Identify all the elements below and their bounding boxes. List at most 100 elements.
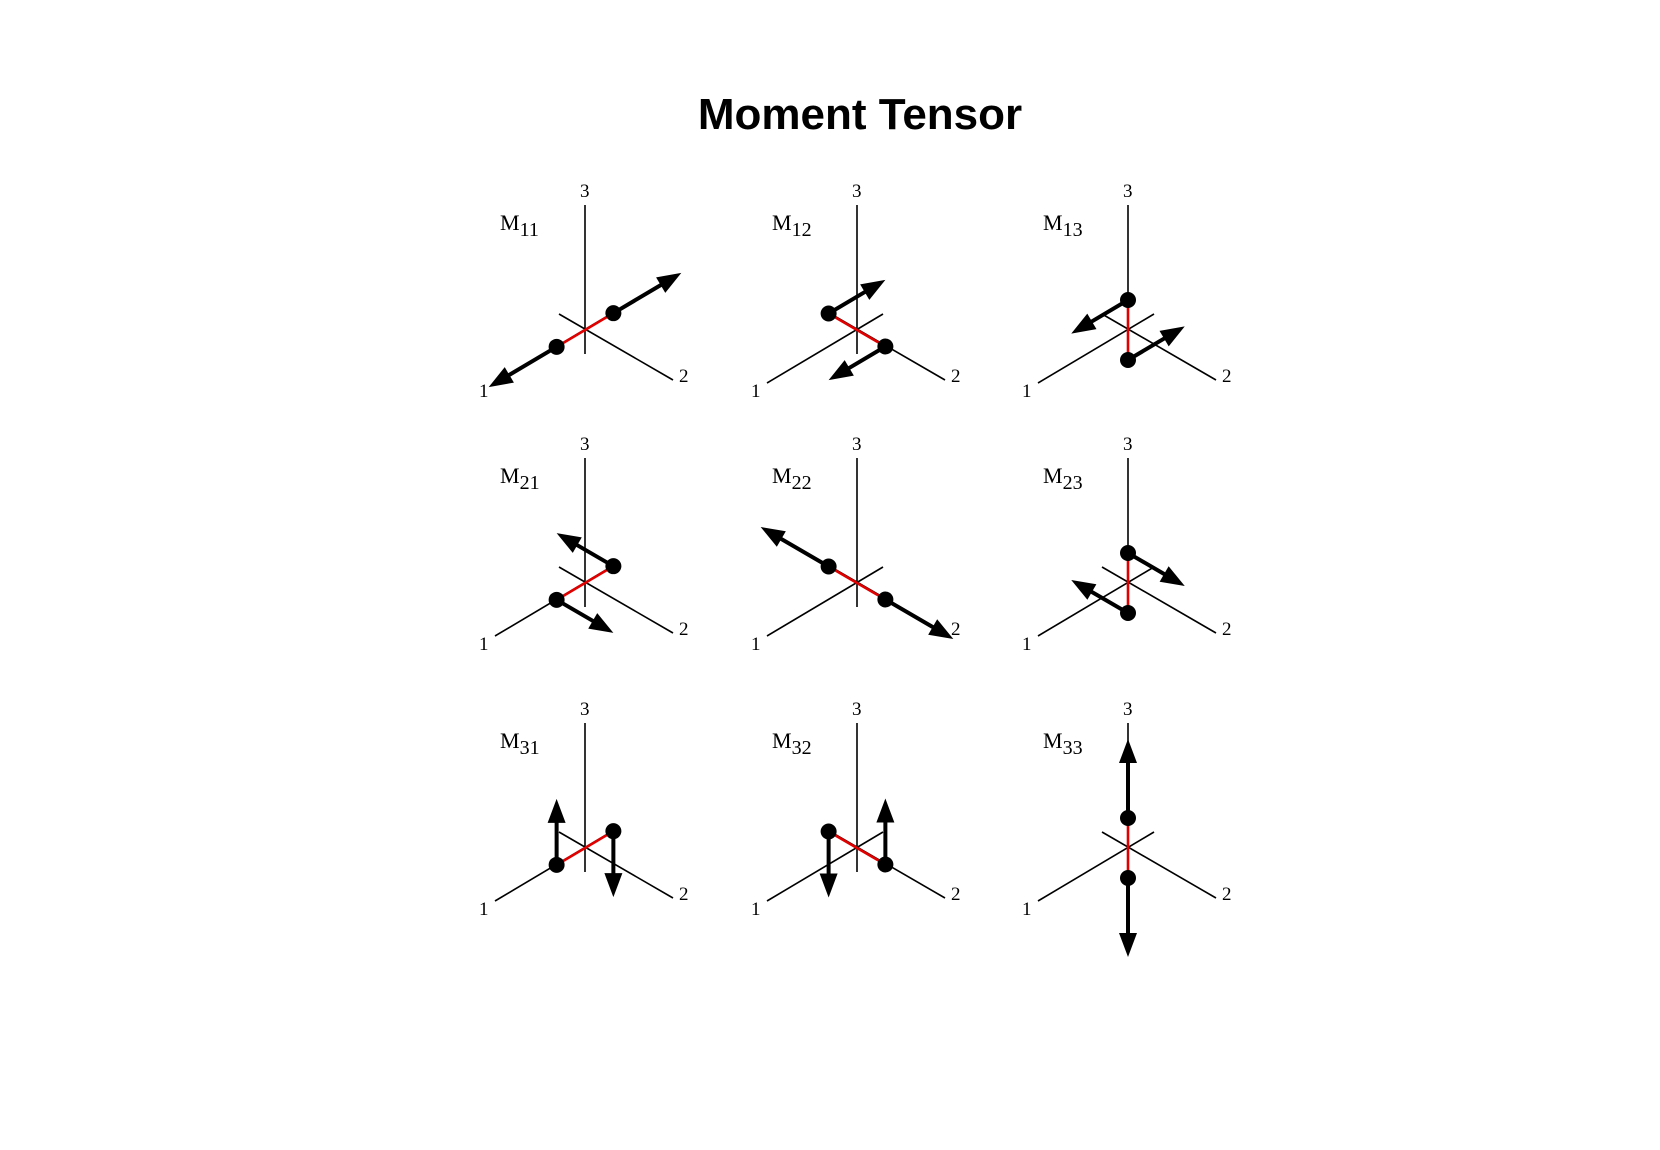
force-point [548,856,565,873]
axis-1-label: 1 [479,634,489,655]
axis-2-label: 2 [679,366,689,387]
component-subscript: 22 [792,472,812,494]
tensor-m22: 1 2 3 M22 [751,434,961,655]
component-subscript: 13 [1063,219,1083,241]
axis-3-label: 3 [580,434,590,455]
force-point [1120,870,1136,886]
force-point [605,558,622,575]
force-point [605,305,622,322]
component-label: M33 [1043,728,1083,759]
axis-3-label: 3 [1123,699,1133,720]
component-subscript: 11 [520,219,539,241]
axis-2-label: 2 [951,884,961,905]
axis-2-line [558,566,674,634]
axis-2-line [1101,313,1217,381]
axis-1-line [766,831,884,902]
axis-2-label: 2 [951,366,961,387]
axis-2-line [558,831,674,899]
force-arrow-shaft [507,344,559,377]
force-point [548,591,565,608]
axis-1-label: 1 [479,381,489,402]
axis-3-label: 3 [852,181,862,202]
axis-3-label: 3 [580,181,590,202]
component-subscript: 31 [520,737,540,759]
axis-1-label: 1 [1022,381,1032,402]
component-subscript: 12 [792,219,812,241]
axis-1-label: 1 [1022,899,1032,920]
component-label: M21 [500,463,540,494]
force-arrow-head [1159,566,1185,586]
lever-arm [827,830,887,866]
axis-1-line [766,313,884,384]
force-point [877,856,894,873]
force-point [820,305,837,322]
component-subscript: 21 [520,472,540,494]
axis-3-label: 3 [852,699,862,720]
component-label: M23 [1043,463,1083,494]
force-point [877,591,894,608]
force-point [1120,810,1136,826]
tensor-m13: 1 2 3 M13 [1022,181,1232,402]
axis-2-label: 2 [679,619,689,640]
force-point [820,823,837,840]
force-arrow-head [1119,739,1137,763]
force-arrow-head [819,873,838,898]
axis-2-label: 2 [679,884,689,905]
axis-1-label: 1 [751,899,761,920]
axis-1-line [1037,831,1155,902]
component-subscript: 33 [1063,737,1083,759]
lever-arm [827,565,887,601]
tensor-m11: 1 2 3 M11 [479,181,689,402]
tensor-m31: 1 2 3 M31 [479,699,689,920]
axis-1-line [1037,566,1155,637]
component-label: M22 [772,463,812,494]
axis-1-label: 1 [751,381,761,402]
axis-1-line [766,566,884,637]
axis-1-label: 1 [1022,634,1032,655]
component-label: M32 [772,728,812,759]
tensor-m32: 1 2 3 M32 [751,699,961,920]
force-arrow-head [488,367,514,388]
axis-3-label: 3 [1123,434,1133,455]
force-point [605,823,622,840]
component-label: M13 [1043,210,1083,241]
axis-2-line [558,313,674,381]
force-point [1120,292,1136,308]
lever-arm [827,312,887,348]
component-subscript: 23 [1063,472,1083,494]
force-arrow-head [876,798,895,823]
axis-3-label: 3 [1123,181,1133,202]
force-arrow-head [860,279,886,300]
force-arrow-shaft [779,537,831,569]
component-subscript: 32 [792,737,812,759]
tensor-m21: 1 2 3 M21 [479,434,689,655]
force-arrow-head [828,360,854,381]
component-label: M11 [500,210,539,241]
axis-2-line [1101,831,1217,899]
axis-2-label: 2 [951,619,961,640]
force-arrow-head [1119,933,1137,957]
force-point [1120,545,1136,561]
force-point [1120,605,1136,621]
force-point [820,558,837,575]
slide-title: Moment Tensor [697,90,1023,139]
axis-2-label: 2 [1222,366,1232,387]
force-arrow-head [1071,313,1097,334]
axis-1-label: 1 [751,634,761,655]
force-arrow-head [556,533,582,553]
component-label: M12 [772,210,812,241]
force-point [1120,352,1136,368]
force-arrow-head [604,873,623,898]
force-arrow-shaft [611,283,663,316]
axis-1-label: 1 [479,899,489,920]
lever-arm [555,830,615,866]
force-arrow-head [1159,326,1185,347]
axis-2-label: 2 [1222,884,1232,905]
force-point [877,338,894,355]
component-label: M31 [500,728,540,759]
lever-arm [555,565,615,601]
lever-arm [555,312,615,348]
